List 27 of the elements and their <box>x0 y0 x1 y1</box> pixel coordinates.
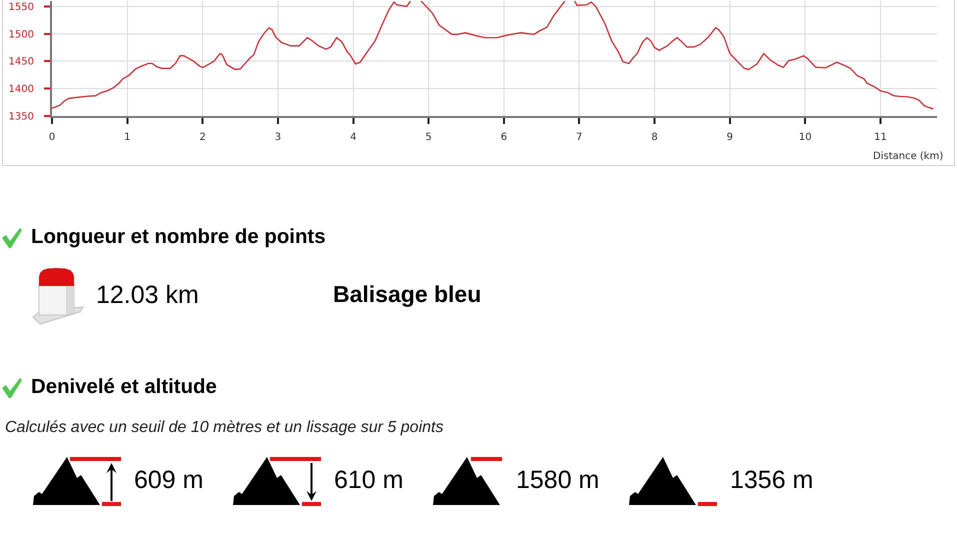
y-tick-label: 1350 <box>8 112 34 122</box>
x-tick-label: 8 <box>651 132 658 143</box>
x-axis-title: Distance (km) <box>873 151 944 162</box>
text: 610 m <box>334 466 404 494</box>
x-tick-label: 5 <box>425 132 432 143</box>
text: Denivelé et altitude <box>31 376 217 398</box>
text: 609 m <box>134 466 204 494</box>
text: 1580 m <box>516 466 600 494</box>
text: 12.03 km <box>96 281 199 309</box>
text: Calculés avec un seuil de 10 mètres et un lissage sur 5 points <box>5 419 444 436</box>
x-tick-label: 11 <box>874 132 887 143</box>
y-tick-label: 1550 <box>8 2 34 13</box>
y-tick-label: 1500 <box>8 29 34 40</box>
x-tick-label: 10 <box>798 132 812 143</box>
x-tick-label: 6 <box>500 132 508 143</box>
text: 1356 m <box>730 466 814 494</box>
x-tick-label: 3 <box>274 132 282 143</box>
x-tick-label: 4 <box>350 132 356 143</box>
text: Longueur et nombre de points <box>31 226 326 248</box>
x-tick-label: 9 <box>726 132 734 143</box>
x-tick-label: 7 <box>576 132 582 143</box>
y-tick-label: 1450 <box>8 56 34 68</box>
text: Balisage bleu <box>333 281 482 307</box>
x-tick-label: 1 <box>124 132 131 143</box>
x-tick-label: 2 <box>199 132 206 143</box>
y-tick-label: 1400 <box>8 84 34 96</box>
x-tick-label: 0 <box>48 132 56 143</box>
